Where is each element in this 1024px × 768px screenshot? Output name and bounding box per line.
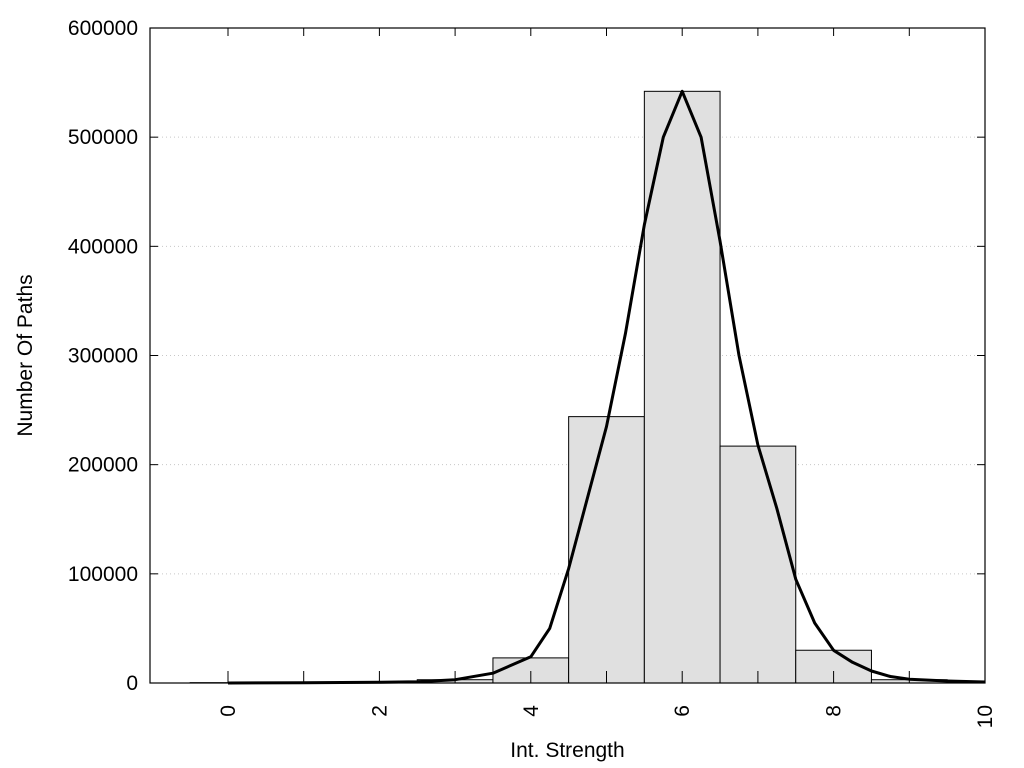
y-axis-label: Number Of Paths xyxy=(14,274,37,436)
x-tick-label: 0 xyxy=(217,705,240,717)
y-axis-ticks: 0 100000 200000 300000 400000 500000 600000 xyxy=(68,17,985,695)
y-tick-label: 600000 xyxy=(68,17,138,40)
y-tick-label: 400000 xyxy=(68,235,138,258)
y-tick-label: 100000 xyxy=(68,563,138,586)
x-tick-label: 2 xyxy=(368,705,391,717)
histogram-bar xyxy=(643,90,721,684)
plot-frame xyxy=(149,27,986,684)
y-tick-label: 0 xyxy=(126,672,138,695)
fit-curve-layer xyxy=(227,89,986,685)
histogram-bar xyxy=(568,416,645,684)
x-axis-ticks: 0 2 4 6 8 10 xyxy=(217,28,997,728)
x-tick-label: 6 xyxy=(671,705,694,717)
x-axis-label: Int. Strength xyxy=(510,739,624,762)
histogram-bar xyxy=(719,445,797,684)
y-tick-label: 200000 xyxy=(68,454,138,477)
histogram-bars xyxy=(189,90,986,684)
x-tick-label: 4 xyxy=(520,705,543,717)
x-tick-label: 8 xyxy=(823,705,846,717)
x-tick-label: 10 xyxy=(974,705,997,728)
y-tick-label: 300000 xyxy=(68,345,138,368)
fit-curve xyxy=(227,89,986,685)
y-tick-label: 500000 xyxy=(68,126,138,149)
grid-lines xyxy=(150,136,985,575)
